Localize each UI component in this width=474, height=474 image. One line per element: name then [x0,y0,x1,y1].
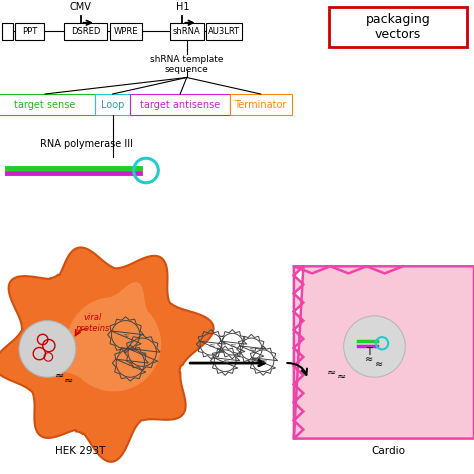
Text: ≈: ≈ [375,359,383,370]
Text: ≈: ≈ [229,340,236,349]
Text: shRNA template
sequence: shRNA template sequence [150,55,224,74]
FancyBboxPatch shape [15,23,44,40]
Text: ≈: ≈ [139,348,146,357]
FancyBboxPatch shape [206,23,242,40]
Circle shape [344,316,405,377]
Text: T: T [366,347,372,357]
Text: CMV: CMV [70,2,91,12]
Text: HEK 293T: HEK 293T [55,446,106,456]
Text: PPT: PPT [22,27,37,36]
FancyBboxPatch shape [2,23,13,40]
FancyBboxPatch shape [170,23,204,40]
FancyBboxPatch shape [329,7,467,47]
FancyBboxPatch shape [64,23,107,40]
Text: ≈: ≈ [127,358,134,367]
Text: ≈: ≈ [260,356,266,365]
Text: WPRE: WPRE [114,27,138,36]
Text: ≈: ≈ [365,354,373,364]
Text: RNA polymerase III: RNA polymerase III [40,139,133,149]
Text: DSRED: DSRED [71,27,100,36]
FancyBboxPatch shape [95,94,130,115]
FancyBboxPatch shape [130,94,230,115]
Text: viral
proteins: viral proteins [75,313,109,333]
Text: ≈: ≈ [248,345,255,354]
Text: H1: H1 [176,2,189,12]
Text: ≈: ≈ [337,372,346,382]
Text: shRNA: shRNA [173,27,201,36]
Text: ≈: ≈ [122,330,129,339]
Circle shape [19,320,76,377]
Text: ≈: ≈ [64,376,73,386]
Text: ≈: ≈ [327,367,337,377]
Text: packaging
vectors: packaging vectors [366,13,430,41]
FancyBboxPatch shape [110,23,142,40]
Text: ≈: ≈ [55,371,64,381]
Text: ≈: ≈ [208,340,214,349]
Text: target antisense: target antisense [140,100,220,109]
Text: AU3LRT: AU3LRT [208,27,240,36]
Polygon shape [55,282,161,392]
Text: ≈: ≈ [222,356,228,365]
FancyBboxPatch shape [230,94,292,115]
FancyBboxPatch shape [0,94,95,115]
Polygon shape [0,247,214,462]
Text: Cardio: Cardio [372,446,406,456]
Text: target sense: target sense [14,100,76,109]
Polygon shape [294,266,474,438]
Text: Loop: Loop [101,100,124,109]
Text: Terminator: Terminator [235,100,287,109]
